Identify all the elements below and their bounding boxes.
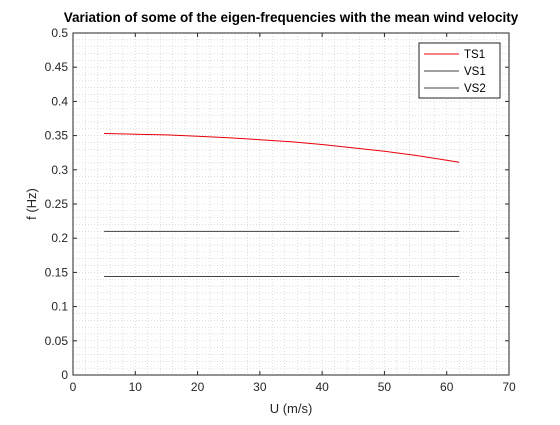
x-tick-label: 50 bbox=[378, 380, 392, 394]
axis-ticks: 0 10 20 30 40 50 60 70 0 0.05 0.1 0.15 0.2 0.25 0.3 0.3… bbox=[45, 26, 516, 394]
x-tick-label: 70 bbox=[502, 380, 516, 394]
legend-label-vs1: VS1 bbox=[464, 66, 486, 78]
x-tick-label: 40 bbox=[315, 380, 329, 394]
y-tick-label: 0.25 bbox=[45, 197, 69, 211]
y-tick-label: 0.45 bbox=[45, 60, 69, 74]
series-lines bbox=[104, 133, 460, 277]
x-tick-label: 0 bbox=[70, 380, 77, 394]
y-tick-label: 0.15 bbox=[45, 265, 69, 279]
y-tick-label: 0.1 bbox=[51, 300, 68, 314]
grid bbox=[73, 33, 509, 375]
y-tick-label: 0.35 bbox=[45, 129, 69, 143]
y-tick-label: 0.4 bbox=[51, 94, 68, 108]
chart-title: Variation of some of the eigen-frequenci… bbox=[64, 10, 519, 25]
y-axis-label: f (Hz) bbox=[24, 188, 39, 220]
x-tick-label: 30 bbox=[253, 380, 267, 394]
x-tick-label: 10 bbox=[129, 380, 143, 394]
x-axis-label: U (m/s) bbox=[270, 401, 313, 416]
y-tick-label: 0 bbox=[61, 368, 68, 382]
x-tick-label: 60 bbox=[440, 380, 454, 394]
legend-label-vs2: VS2 bbox=[464, 83, 486, 95]
legend: TS1 VS1 VS2 bbox=[418, 42, 501, 99]
y-tick-label: 0.2 bbox=[51, 231, 68, 245]
x-tick-label: 20 bbox=[191, 380, 205, 394]
y-tick-label: 0.3 bbox=[51, 163, 68, 177]
series-line-ts1 bbox=[104, 133, 460, 163]
legend-label-ts1: TS1 bbox=[464, 49, 485, 61]
y-tick-label: 0.5 bbox=[51, 26, 68, 40]
y-tick-label: 0.05 bbox=[45, 334, 69, 348]
